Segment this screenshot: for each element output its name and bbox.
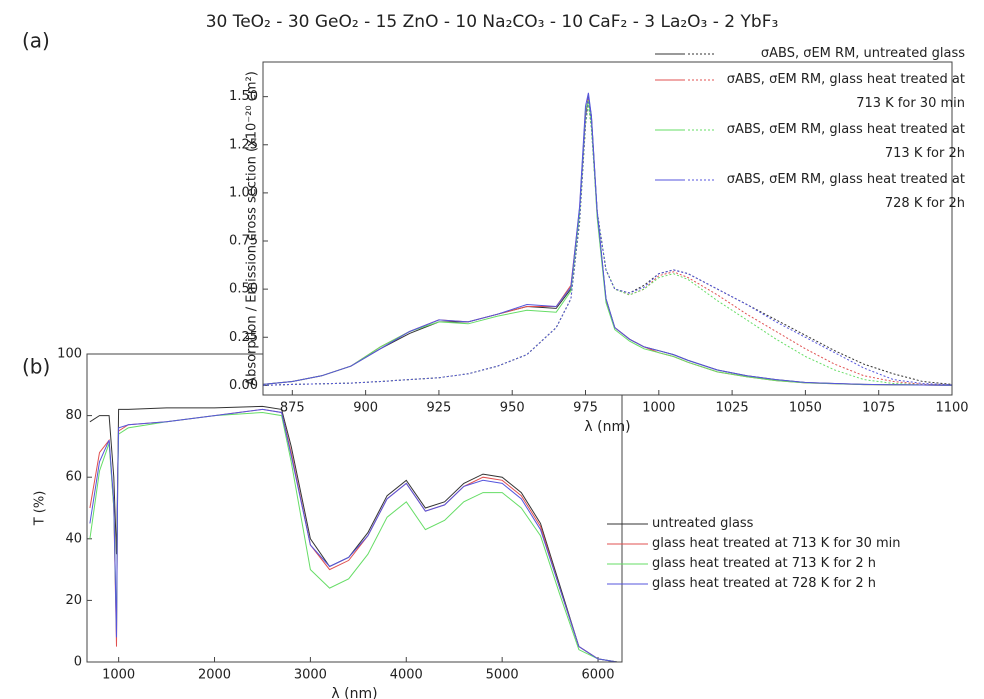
x-tick-label: 1000 (102, 668, 135, 683)
x-axis-label: λ (nm) (331, 686, 377, 699)
y-axis-label: Absorption / Emission cross section (x10… (245, 71, 260, 386)
x-tick-label: 925 (427, 401, 452, 416)
data-line (89, 405, 618, 662)
y-tick-label: 60 (65, 470, 82, 485)
figure-title: 30 TeO₂ - 30 GeO₂ - 15 ZnO - 10 Na₂CO₃ -… (206, 12, 779, 32)
x-tick-label: 1075 (862, 401, 895, 416)
emission-line (263, 96, 952, 386)
y-tick-label: 0.00 (229, 378, 258, 393)
y-tick-label: 1.25 (229, 137, 258, 152)
x-tick-label: 975 (573, 401, 598, 416)
y-tick-label: 20 (65, 593, 82, 608)
legend-label: glass heat treated at 713 K for 30 min (652, 536, 901, 551)
x-tick-label: 900 (353, 401, 378, 416)
data-line (89, 411, 618, 662)
legend-label: σABS, σEM RM, untreated glass (760, 46, 965, 61)
legend-label: σABS, σEM RM, glass heat treated at 713 … (726, 72, 965, 111)
plot-frame (262, 61, 953, 396)
y-axis-label: T (%) (33, 491, 48, 527)
legend-label: σABS, σEM RM, glass heat treated at 713 … (726, 122, 965, 161)
y-tick-label: 1.00 (229, 185, 258, 200)
legend-label: glass heat treated at 728 K for 2 h (652, 576, 876, 591)
x-tick-label: 1100 (935, 401, 968, 416)
legend-label: glass heat treated at 713 K for 2 h (652, 556, 876, 571)
panel-label: (a) (22, 29, 50, 53)
x-tick-label: 875 (280, 401, 305, 416)
x-tick-label: 950 (500, 401, 525, 416)
x-axis-label: λ (nm) (584, 419, 630, 435)
y-tick-label: 0.25 (229, 330, 258, 345)
x-tick-label: 6000 (581, 668, 614, 683)
y-tick-label: 40 (65, 531, 82, 546)
data-line (263, 92, 952, 386)
data-line (89, 408, 618, 662)
y-tick-label: 80 (65, 408, 82, 423)
panel-label: (b) (22, 355, 50, 379)
y-tick-label: 0.75 (229, 234, 258, 249)
data-line (89, 408, 618, 662)
x-tick-label: 3000 (294, 668, 327, 683)
y-tick-label: 100 (57, 347, 82, 362)
x-tick-label: 1000 (642, 401, 675, 416)
x-tick-label: 5000 (486, 668, 519, 683)
data-line (263, 100, 952, 386)
y-tick-label: 0 (74, 655, 82, 670)
x-tick-label: 1025 (716, 401, 749, 416)
y-tick-label: 0.50 (229, 282, 258, 297)
x-tick-label: 4000 (390, 668, 423, 683)
plot-background (263, 62, 952, 395)
y-tick-label: 1.50 (229, 89, 258, 104)
x-tick-label: 1050 (789, 401, 822, 416)
legend-label: σABS, σEM RM, glass heat treated at 728 … (726, 172, 965, 211)
x-tick-label: 2000 (198, 668, 231, 683)
legend-label: untreated glass (652, 516, 754, 531)
